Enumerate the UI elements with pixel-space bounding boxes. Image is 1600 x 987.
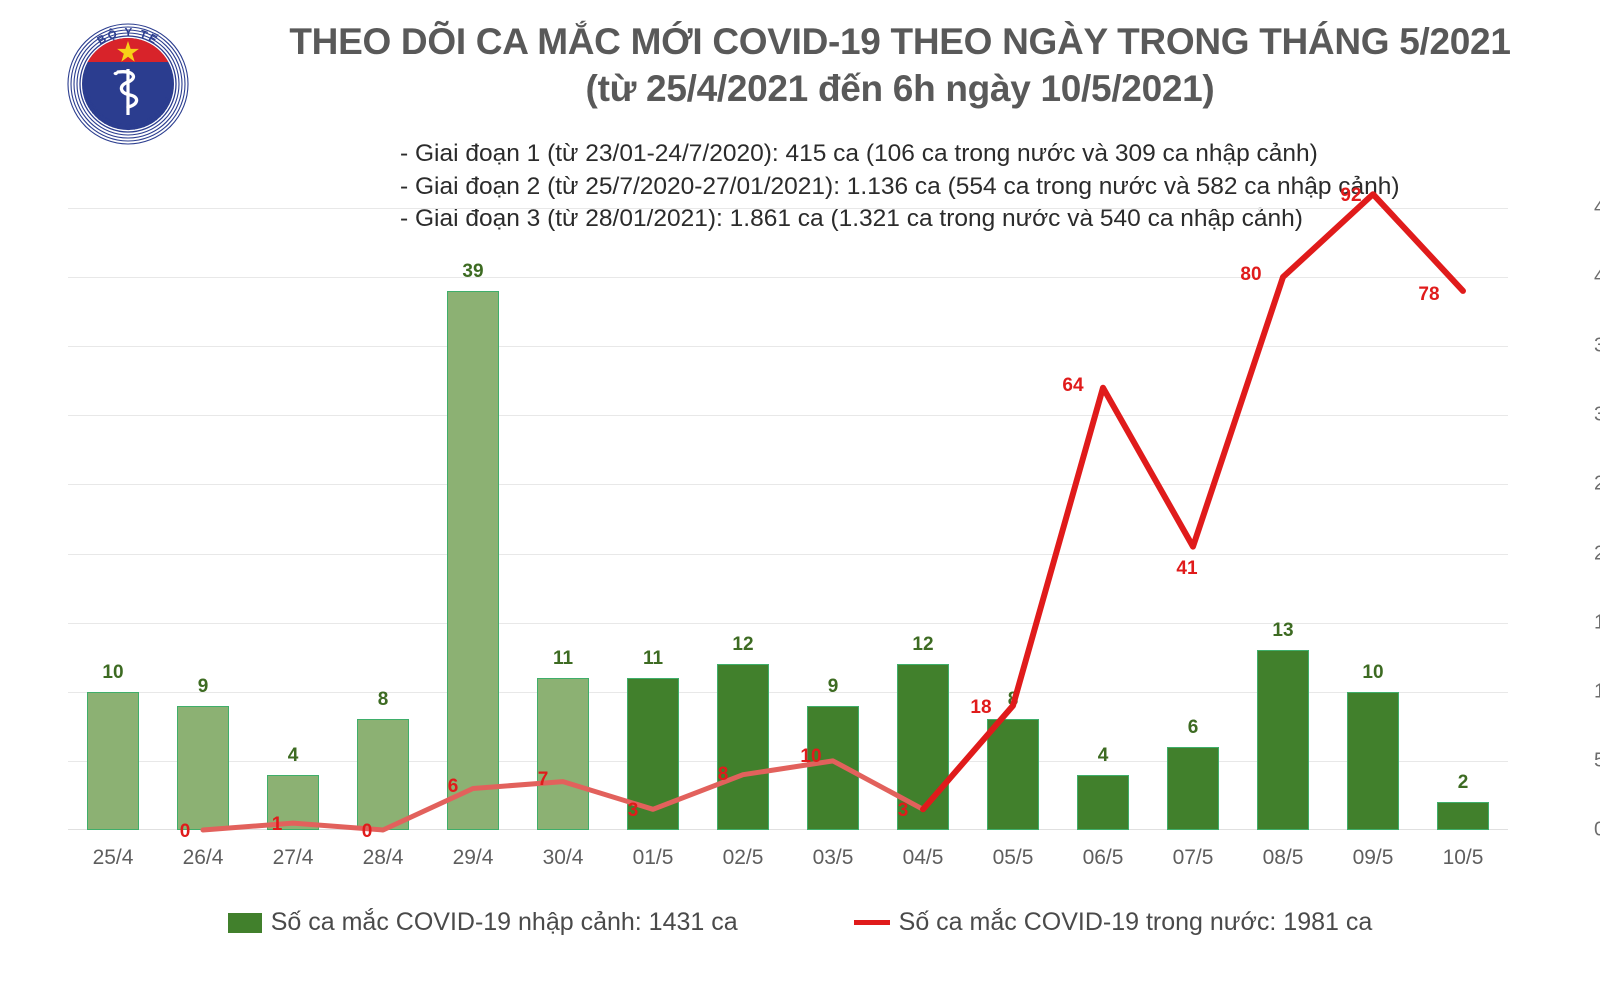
y-tick-right: 30 <box>1594 403 1600 426</box>
x-axis-label: 07/5 <box>1172 846 1214 869</box>
gridline <box>68 622 1508 624</box>
bar-value-label: 10 <box>102 661 124 683</box>
plot-area: 0102030405060708090 051015202530354045 1… <box>68 185 1600 842</box>
x-axis-label: 28/4 <box>362 846 404 869</box>
y-tick-right: 15 <box>1594 611 1600 634</box>
bar-value-label: 6 <box>1187 717 1199 739</box>
bar-value-label: 12 <box>732 634 754 656</box>
y-tick-right: 5 <box>1594 749 1600 772</box>
bar-value-label: 4 <box>287 744 299 766</box>
x-axis-label: 27/4 <box>272 846 314 869</box>
bar <box>87 691 139 830</box>
subtitle-line-3: - Giai đoạn 3 (từ 28/01/2021): 1.861 ca … <box>400 205 1303 233</box>
gridline <box>68 691 1508 693</box>
x-axis-label: 03/5 <box>812 846 854 869</box>
line-value-label: 7 <box>537 768 549 790</box>
legend-item-line[interactable]: Số ca mắc COVID-19 trong nước: 1981 ca <box>853 908 1373 937</box>
legend-item-bar[interactable]: Số ca mắc COVID-19 nhập cảnh: 1431 ca <box>227 908 738 937</box>
line-path <box>200 758 926 833</box>
gridline <box>68 208 1508 209</box>
bar <box>177 705 229 830</box>
ministry-of-health-logo: BỘ Y TẾ MINISTRY OF HEALTH <box>58 14 198 154</box>
x-axis-label: 01/5 <box>632 846 674 869</box>
x-axis-label: 30/4 <box>542 846 584 869</box>
line-path <box>920 191 1466 813</box>
x-axis-label: 08/5 <box>1262 846 1304 869</box>
gridline <box>68 553 1508 555</box>
line-value-label: 3 <box>627 800 639 822</box>
bar <box>1257 650 1309 830</box>
bar-value-label: 11 <box>642 647 664 669</box>
gridline <box>68 415 1508 417</box>
bar-value-label: 39 <box>462 260 484 282</box>
x-axis-label: 10/5 <box>1442 846 1484 869</box>
subtitle-line-1: - Giai đoạn 1 (từ 23/01-24/7/2020): 415 … <box>400 140 1318 167</box>
legend-bar-label: Số ca mắc COVID-19 nhập cảnh: 1431 ca <box>270 908 738 936</box>
bar-value-label: 9 <box>197 675 209 697</box>
bar <box>1437 802 1489 830</box>
x-axis-label: 09/5 <box>1352 846 1394 869</box>
x-axis-label: 25/4 <box>92 846 134 869</box>
bar <box>1347 691 1399 830</box>
x-axis-label: 05/5 <box>992 846 1034 869</box>
bar-value-label: 8 <box>377 689 389 711</box>
subtitle-line-2: - Giai đoạn 2 (từ 25/7/2020-27/01/2021):… <box>400 172 1400 200</box>
x-axis-label: 29/4 <box>452 846 494 869</box>
y-tick-right: 45 <box>1594 196 1600 219</box>
title-line-2: (từ 25/4/2021 đến 6h ngày 10/5/2021) <box>585 68 1215 110</box>
legend-line-label: Số ca mắc COVID-19 trong nước: 1981 ca <box>898 908 1373 936</box>
bar <box>537 677 589 830</box>
y-tick-right: 20 <box>1594 542 1600 565</box>
gridline <box>68 277 1508 279</box>
bar-value-label: 11 <box>552 647 574 669</box>
line-value-label: 8 <box>717 763 729 785</box>
bar-value-label: 9 <box>827 675 839 697</box>
bar-value-label: 12 <box>912 634 934 656</box>
line-value-label: 80 <box>1240 264 1262 286</box>
x-axis-label: 26/4 <box>182 846 224 869</box>
bar <box>987 719 1039 830</box>
bar <box>1167 747 1219 830</box>
legend-bar-swatch-icon <box>227 912 262 933</box>
line-value-label: 3 <box>897 800 909 822</box>
chart-subtitle: - Giai đoạn 1 (từ 23/01-24/7/2020): 415 … <box>400 138 1460 236</box>
line-value-label: 0 <box>361 821 373 842</box>
line-value-label: 92 <box>1340 185 1362 207</box>
line-value-label: 18 <box>970 696 992 718</box>
x-axis-label: 06/5 <box>1082 846 1124 869</box>
x-axis-label: 02/5 <box>722 846 764 869</box>
line-series <box>200 191 1466 833</box>
y-tick-right: 10 <box>1594 680 1600 703</box>
bar-value-label: 4 <box>1097 744 1109 766</box>
gridline <box>68 346 1508 348</box>
chart-legend: Số ca mắc COVID-19 nhập cảnh: 1431 ca Số… <box>0 908 1600 937</box>
y-tick-right: 35 <box>1594 334 1600 357</box>
line-value-label: 78 <box>1418 283 1440 305</box>
gridline <box>68 484 1508 486</box>
bar <box>447 290 499 830</box>
chart-title: THEO DÕI CA MẮC MỚI COVID-19 THEO NGÀY T… <box>210 18 1590 113</box>
x-axis-baseline <box>68 829 1508 830</box>
bar <box>717 664 769 830</box>
line-value-label: 0 <box>179 821 191 842</box>
line-value-label: 10 <box>800 745 822 767</box>
line-value-label: 6 <box>447 775 459 797</box>
bar-value-label: 13 <box>1272 620 1294 642</box>
y-tick-right: 0 <box>1594 818 1600 841</box>
y-tick-right: 40 <box>1594 265 1600 288</box>
y-tick-right: 25 <box>1594 472 1600 495</box>
x-axis-label: 04/5 <box>902 846 944 869</box>
legend-line-swatch-icon <box>853 920 890 925</box>
line-value-label: 1 <box>271 814 283 836</box>
bar <box>1077 774 1129 830</box>
line-value-label: 64 <box>1062 374 1084 396</box>
ministry-of-health-emblem-icon: BỘ Y TẾ MINISTRY OF HEALTH <box>67 23 189 145</box>
line-value-label: 41 <box>1176 557 1198 579</box>
bar-value-label: 2 <box>1457 772 1469 794</box>
title-line-1: THEO DÕI CA MẮC MỚI COVID-19 THEO NGÀY T… <box>289 21 1511 62</box>
bar-value-label: 10 <box>1362 661 1384 683</box>
gridline <box>68 760 1508 762</box>
